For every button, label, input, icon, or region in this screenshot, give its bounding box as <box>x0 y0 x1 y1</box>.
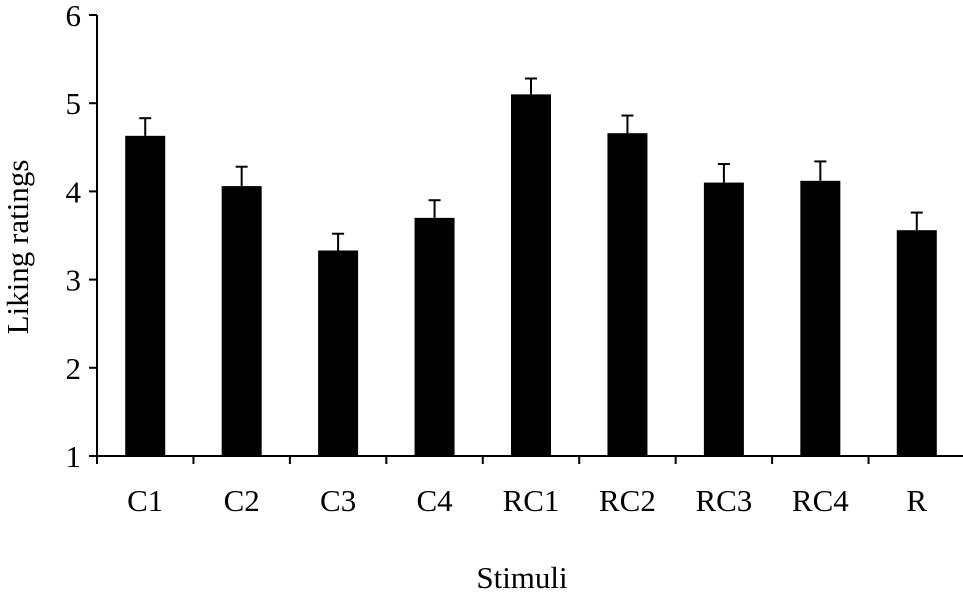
x-tick-label-c3: C3 <box>320 483 356 518</box>
bar-c2 <box>221 186 262 456</box>
bar-rc2 <box>607 133 648 457</box>
bar-r <box>896 230 937 456</box>
y-tick-label: 4 <box>66 174 82 209</box>
bar-c4 <box>414 217 455 456</box>
y-tick-label: 6 <box>66 0 82 33</box>
y-tick-label: 1 <box>66 439 82 474</box>
x-tick-label-rc1: RC1 <box>503 483 560 518</box>
y-tick-label: 5 <box>66 86 82 121</box>
x-tick-label-r: R <box>906 483 927 518</box>
y-axis: 1 2 3 4 5 6 <box>66 0 98 474</box>
x-tick-label-rc4: RC4 <box>792 483 849 518</box>
x-tick-label-c2: C2 <box>224 483 260 518</box>
x-tick-label-c1: C1 <box>127 483 163 518</box>
y-tick-label: 2 <box>66 351 82 386</box>
x-axis: C1 C2 C3 C4 RC1 RC2 RC3 RC4 R <box>96 455 963 518</box>
bars <box>125 94 937 457</box>
bar-c1 <box>125 135 166 457</box>
y-axis-title: Liking ratings <box>0 160 35 335</box>
y-tick-label: 3 <box>66 263 82 298</box>
bar-c3 <box>318 250 359 456</box>
bar-rc3 <box>703 182 744 456</box>
bar-rc1 <box>511 94 551 456</box>
x-tick-label-rc3: RC3 <box>695 483 752 518</box>
x-tick-label-c4: C4 <box>416 483 453 518</box>
x-tick-label-rc2: RC2 <box>599 483 656 518</box>
error-bars <box>139 77 923 251</box>
bar-rc4 <box>800 180 841 457</box>
x-axis-title: Stimuli <box>476 560 568 593</box>
